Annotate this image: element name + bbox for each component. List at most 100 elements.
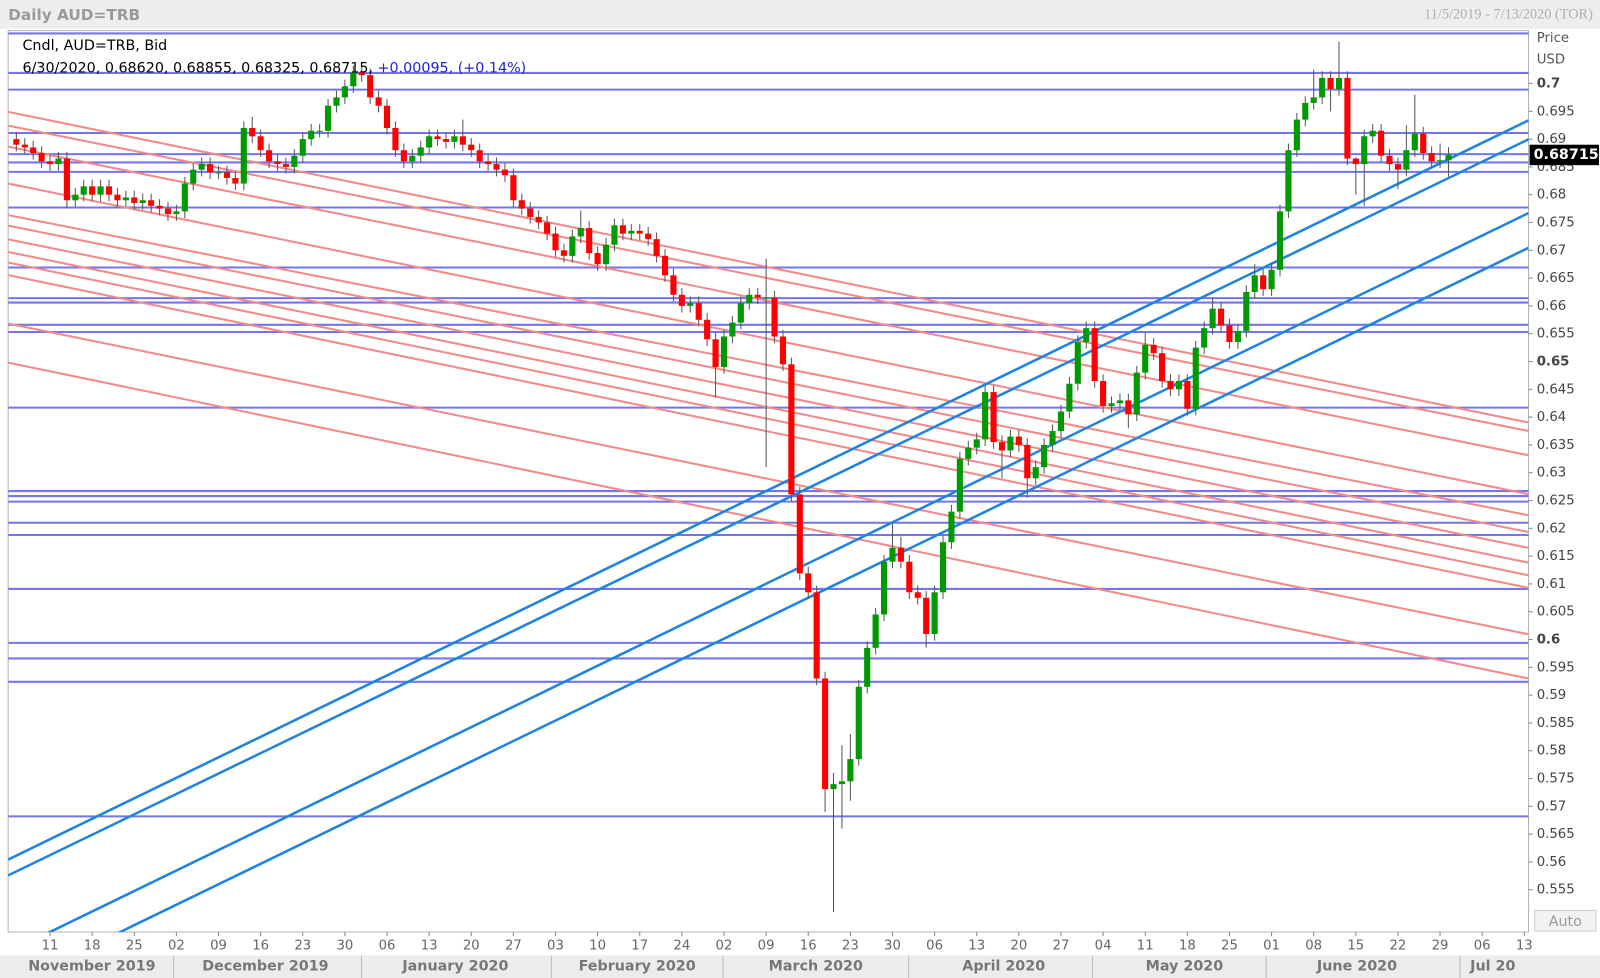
candle-body: [409, 155, 416, 162]
candle-body: [552, 233, 559, 251]
candle-body: [661, 255, 669, 276]
candle-body: [880, 561, 888, 615]
y-tick-label: 0.595: [1537, 660, 1575, 675]
candle-body: [771, 297, 778, 337]
candle-body: [468, 144, 475, 151]
x-tick-label: 30: [336, 938, 353, 953]
candle-body: [586, 228, 593, 254]
month-label: June 2020: [1316, 959, 1397, 975]
candle-body: [249, 127, 256, 137]
x-tick-label: 08: [1305, 938, 1322, 953]
candle-body: [442, 139, 450, 142]
y-tick-label: 0.58: [1537, 744, 1567, 759]
candle-body: [375, 97, 382, 106]
candle-body: [1167, 380, 1174, 390]
y-tick-label: 0.66: [1537, 299, 1567, 314]
y-tick-label: 0.57: [1537, 799, 1567, 814]
candle-body: [897, 547, 904, 562]
candle-body: [712, 339, 719, 368]
candle-body: [670, 275, 677, 295]
y-axis-label: Price: [1537, 31, 1569, 46]
x-tick-label: 29: [1432, 938, 1449, 953]
y-tick-label: 0.555: [1537, 883, 1575, 898]
candle-body: [1041, 444, 1048, 468]
candle-body: [720, 336, 728, 368]
candle-body: [510, 175, 517, 201]
candle-body: [704, 319, 711, 340]
candle-body: [148, 200, 155, 206]
candle-body: [459, 136, 466, 145]
x-tick-label: 10: [589, 938, 606, 953]
candle-body: [1319, 77, 1326, 98]
legend-line: 6/30/2020, 0.68620, 0.68855, 0.68325, 0.…: [22, 60, 526, 76]
candle-body: [611, 225, 618, 245]
candle-body: [602, 244, 610, 265]
candle-body: [181, 183, 188, 212]
y-tick-label: 0.67: [1537, 243, 1567, 258]
month-label: April 2020: [962, 959, 1045, 975]
candle-body: [1032, 467, 1039, 479]
x-tick-label: 02: [168, 938, 185, 953]
x-tick-label: 25: [126, 938, 143, 953]
candle-body: [426, 136, 433, 148]
auto-button[interactable]: [1534, 910, 1597, 932]
red-trendline: [8, 214, 1529, 517]
candle-body: [889, 547, 896, 562]
red-trendline: [8, 182, 1529, 496]
candle-body: [577, 228, 584, 237]
candle-body: [1411, 133, 1418, 151]
y-tick-label: 0.62: [1537, 521, 1567, 536]
candle-body: [1142, 344, 1149, 373]
y-tick-label: 0.65: [1537, 355, 1570, 370]
y-tick-label: 0.655: [1537, 327, 1575, 342]
candle-body: [535, 216, 542, 223]
candle-body: [1083, 328, 1090, 343]
candle-body: [906, 561, 913, 593]
red-trendline: [8, 322, 1529, 636]
x-tick-label: 25: [1221, 938, 1238, 953]
candle-body: [282, 164, 289, 167]
candle-body: [695, 303, 702, 320]
candle-body: [1403, 150, 1410, 170]
y-tick-label: 0.645: [1537, 382, 1575, 397]
candle-body: [729, 322, 736, 337]
candle-body: [21, 144, 28, 148]
candle-body: [1226, 325, 1233, 343]
red-trendline: [8, 261, 1529, 577]
x-tick-label: 11: [1137, 938, 1154, 953]
candle-body: [1158, 353, 1166, 381]
candle-body: [274, 161, 281, 165]
candle-body: [367, 75, 374, 98]
candle-body: [737, 303, 744, 323]
y-tick-label: 0.635: [1537, 438, 1575, 453]
candle-body: [1260, 275, 1267, 290]
y-tick-label: 0.61: [1537, 577, 1567, 592]
candle-body: [72, 194, 79, 201]
x-tick-label: 17: [631, 938, 648, 953]
x-tick-label: 30: [884, 938, 901, 953]
candle-body: [122, 197, 129, 201]
x-tick-label: 24: [673, 938, 690, 953]
y-tick-label: 0.675: [1537, 215, 1575, 230]
x-tick-label: 20: [1010, 938, 1027, 953]
x-tick-label: 27: [505, 938, 522, 953]
red-trendline: [8, 238, 1529, 549]
candle-body: [1420, 133, 1427, 153]
auto-button-label[interactable]: Auto: [1549, 914, 1582, 930]
candle-body: [476, 150, 483, 162]
candle-body: [1184, 380, 1191, 409]
candle-body: [914, 592, 921, 598]
candle-body: [1175, 380, 1182, 390]
candle-body: [30, 147, 37, 153]
month-label: March 2020: [769, 959, 863, 975]
candle-body: [434, 136, 441, 140]
candle-body: [813, 592, 820, 679]
x-tick-label: 06: [379, 938, 396, 953]
candle-body: [257, 136, 264, 151]
month-strip: [0, 955, 1600, 978]
y-tick-label: 0.575: [1537, 772, 1575, 787]
candle-body: [855, 686, 862, 760]
month-label: February 2020: [579, 959, 696, 975]
candle-body: [973, 439, 980, 448]
